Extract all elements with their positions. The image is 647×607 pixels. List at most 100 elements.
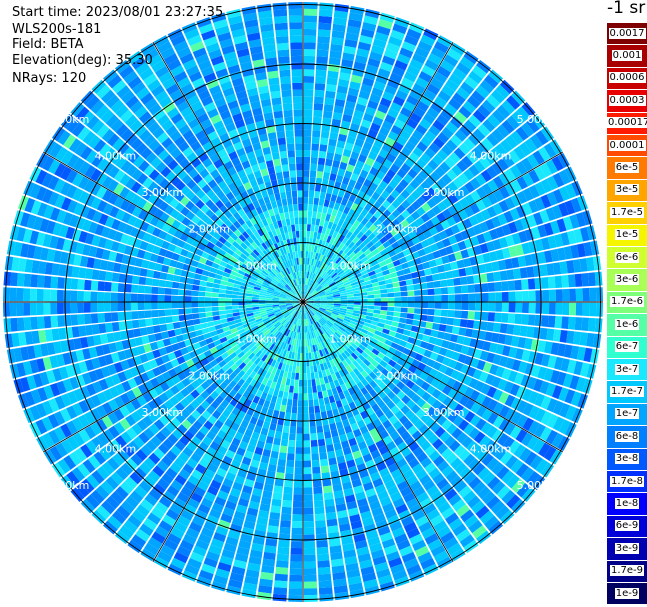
ray-gate-cell bbox=[567, 230, 577, 245]
ray-gate-cell bbox=[331, 335, 338, 342]
ray-gate-cell bbox=[347, 208, 356, 217]
ray-gate-cell bbox=[520, 374, 531, 388]
ray-gate-cell bbox=[453, 147, 466, 160]
ray-gate-cell bbox=[426, 198, 437, 209]
ray-gate-cell bbox=[303, 183, 309, 191]
ray-gate-cell bbox=[303, 588, 318, 596]
ray-gate-cell bbox=[418, 276, 427, 284]
ray-gate-cell bbox=[305, 294, 312, 300]
ray-gate-cell bbox=[425, 321, 434, 330]
ray-gate-cell bbox=[356, 381, 365, 390]
ray-gate-cell bbox=[382, 253, 391, 261]
ray-gate-cell bbox=[363, 237, 371, 246]
ray-gate-cell bbox=[338, 242, 345, 250]
ray-gate-cell bbox=[343, 487, 354, 497]
ray-gate-cell bbox=[384, 544, 398, 556]
ray-gate-cell bbox=[495, 249, 505, 260]
ray-gate-cell bbox=[293, 331, 297, 339]
ray-gate-cell bbox=[456, 87, 470, 100]
ray-gate-cell bbox=[451, 243, 461, 253]
ray-gate-cell bbox=[439, 279, 448, 288]
ray-gate-cell bbox=[328, 538, 341, 547]
ray-gate-cell bbox=[309, 258, 313, 266]
ray-gate-cell bbox=[434, 223, 445, 233]
ray-gate-cell bbox=[360, 83, 373, 94]
ray-gate-cell bbox=[452, 523, 467, 537]
ray-gate-cell bbox=[402, 267, 411, 275]
ray-gate-cell bbox=[444, 103, 458, 116]
ray-gate-cell bbox=[424, 59, 439, 71]
ray-gate-cell bbox=[388, 415, 399, 425]
ray-gate-cell bbox=[430, 266, 439, 275]
ray-gate-cell bbox=[454, 361, 464, 372]
ray-gate-cell bbox=[403, 469, 415, 480]
ray-gate-cell bbox=[369, 428, 379, 438]
ray-gate-cell bbox=[473, 160, 486, 173]
ray-gate-cell bbox=[415, 408, 426, 419]
ray-gate-cell bbox=[315, 526, 327, 535]
ray-gate-cell bbox=[518, 230, 528, 243]
ray-gate-cell bbox=[355, 491, 366, 501]
ray-gate-cell bbox=[506, 115, 520, 130]
ray-gate-cell bbox=[411, 430, 423, 441]
ray-gate-cell bbox=[97, 281, 105, 291]
ray-gate-cell bbox=[414, 419, 425, 430]
ray-gate-cell bbox=[515, 463, 529, 478]
ray-gate-cell bbox=[323, 220, 329, 228]
ray-gate-cell bbox=[501, 291, 509, 302]
ray-gate-cell bbox=[245, 513, 257, 523]
ray-gate-cell bbox=[345, 239, 352, 247]
ray-gate-cell bbox=[380, 297, 388, 302]
ray-gate-cell bbox=[355, 390, 364, 399]
ray-gate-cell bbox=[339, 523, 351, 532]
ray-gate-cell bbox=[412, 319, 420, 327]
ray-gate-cell bbox=[317, 205, 324, 213]
ray-gate-cell bbox=[231, 566, 246, 576]
ray-gate-cell bbox=[110, 292, 118, 302]
ray-gate-cell bbox=[393, 157, 404, 168]
ray-gate-cell bbox=[311, 217, 316, 225]
ray-gate-cell bbox=[387, 130, 399, 141]
ray-gate-cell bbox=[401, 262, 410, 270]
ray-gate-cell bbox=[284, 479, 294, 488]
ray-gate-cell bbox=[310, 338, 315, 346]
ray-gate-cell bbox=[312, 305, 320, 310]
ray-gate-cell bbox=[552, 329, 562, 342]
ray-gate-cell bbox=[330, 285, 338, 290]
ray-gate-cell bbox=[23, 317, 32, 331]
ray-gate-cell bbox=[416, 491, 430, 504]
ray-gate-cell bbox=[292, 345, 296, 353]
ray-gate-cell bbox=[280, 520, 291, 528]
ray-gate-cell bbox=[450, 457, 463, 470]
ray-gate-cell bbox=[321, 348, 327, 356]
ray-gate-cell bbox=[418, 71, 433, 83]
ray-gate-cell bbox=[539, 209, 550, 224]
ray-gate-cell bbox=[327, 278, 334, 284]
ray-gate-cell bbox=[316, 260, 321, 268]
ray-gate-cell bbox=[50, 289, 58, 302]
ray-gate-cell bbox=[317, 29, 331, 38]
ray-gate-cell bbox=[526, 266, 535, 278]
ray-gate-cell bbox=[400, 219, 410, 229]
ray-gate-cell bbox=[311, 324, 316, 331]
ray-gate-cell bbox=[322, 390, 329, 398]
ray-gate-cell bbox=[354, 54, 368, 65]
ray-gate-cell bbox=[396, 539, 411, 551]
ray-gate-cell bbox=[294, 460, 303, 468]
ray-gate-cell bbox=[397, 275, 406, 282]
ray-gate-cell bbox=[474, 380, 485, 392]
ray-gate-cell bbox=[402, 329, 411, 337]
ray-gate-cell bbox=[370, 471, 381, 482]
ray-gate-cell bbox=[507, 313, 516, 324]
ray-gate-cell bbox=[358, 125, 369, 135]
ray-gate-cell bbox=[440, 60, 455, 73]
ray-gate-cell bbox=[333, 216, 340, 225]
ray-gate-cell bbox=[380, 306, 388, 311]
ray-gate-cell bbox=[319, 219, 325, 227]
ray-gate-cell bbox=[365, 283, 373, 289]
ray-gate-cell bbox=[337, 315, 345, 320]
ray-gate-cell bbox=[374, 298, 381, 302]
ray-gate-cell bbox=[410, 271, 419, 279]
ray-gate-cell bbox=[366, 344, 374, 352]
ray-gate-cell bbox=[429, 352, 439, 361]
